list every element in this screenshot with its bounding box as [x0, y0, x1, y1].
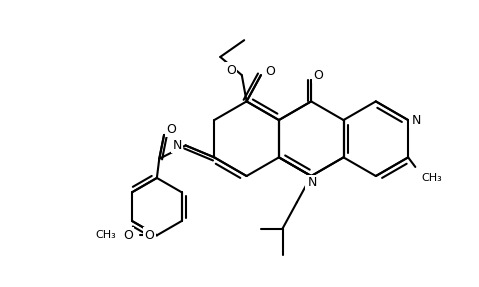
Text: O: O [166, 123, 176, 136]
Text: O: O [226, 64, 236, 77]
Text: O: O [145, 229, 154, 242]
Text: N: N [172, 139, 182, 152]
Text: CH₃: CH₃ [421, 173, 442, 183]
Text: N: N [307, 179, 316, 191]
Text: N: N [412, 114, 422, 127]
Text: N: N [411, 114, 420, 127]
Text: O: O [314, 69, 323, 82]
Text: O: O [265, 65, 274, 78]
Text: CH₃: CH₃ [95, 230, 116, 240]
Text: O: O [123, 229, 133, 242]
Text: N: N [308, 176, 317, 189]
